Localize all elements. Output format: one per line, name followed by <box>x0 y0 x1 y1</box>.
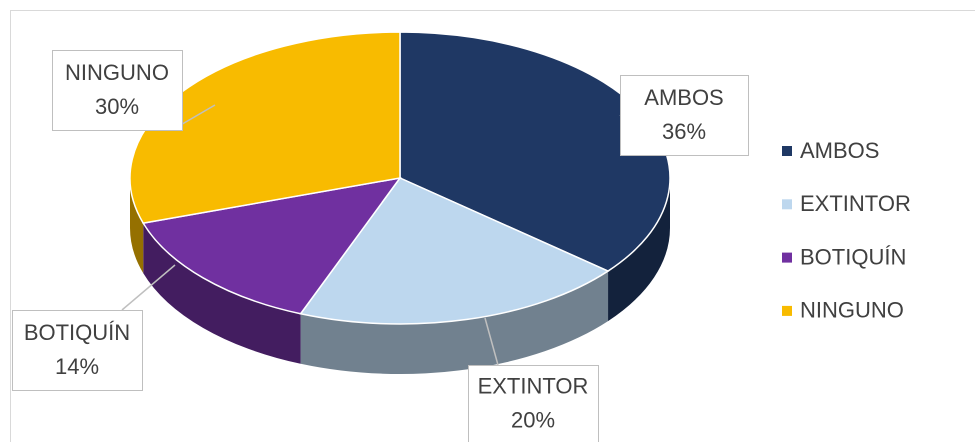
callout-value: 30% <box>95 94 139 119</box>
legend-label: AMBOS <box>800 138 879 163</box>
callout-box <box>468 365 599 442</box>
callout-value: 14% <box>55 354 99 379</box>
callout-box <box>52 50 183 131</box>
callout-box <box>12 310 143 391</box>
legend-swatch <box>782 146 792 156</box>
legend-swatch <box>782 305 792 316</box>
callout-leader <box>121 264 176 311</box>
callout-category: EXTINTOR <box>478 373 589 398</box>
callout-value: 36% <box>662 119 706 144</box>
legend-swatch <box>782 252 792 263</box>
callout-category: AMBOS <box>644 85 723 110</box>
pie-slice-side <box>608 178 670 322</box>
callout-leader <box>484 317 499 366</box>
legend-label: EXTINTOR <box>800 191 911 216</box>
callout-category: BOTIQUÍN <box>24 320 130 345</box>
callout-value: 20% <box>511 407 555 432</box>
pie-slice-side <box>143 223 301 364</box>
legend-swatch <box>782 199 792 210</box>
legend-label: BOTIQUÍN <box>800 244 906 269</box>
callout-box <box>620 75 749 156</box>
pie-slice <box>299 177 610 325</box>
callout-category: NINGUNO <box>65 60 169 85</box>
pie-slice-side <box>300 271 609 374</box>
legend-label: NINGUNO <box>800 298 904 323</box>
